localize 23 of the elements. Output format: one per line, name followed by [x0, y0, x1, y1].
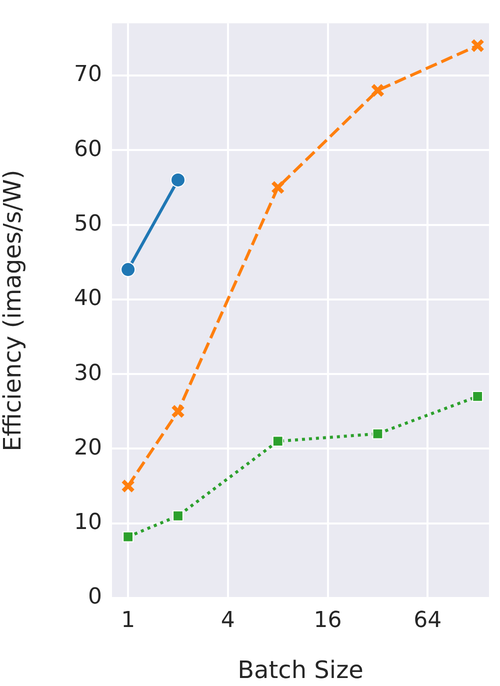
point: [372, 428, 384, 440]
point: [172, 510, 184, 522]
x-tick-label: 4: [220, 608, 235, 633]
y-tick-label: 60: [74, 136, 102, 162]
point: [171, 404, 185, 418]
y-tick-label: 70: [74, 62, 102, 88]
y-axis-title: Efficiency (images/s/W): [0, 170, 27, 452]
point: [472, 390, 484, 402]
point: [272, 436, 284, 447]
y-tick-label: 20: [74, 435, 102, 460]
point: [470, 38, 485, 53]
x-axis-title: Batch Size: [238, 656, 364, 684]
point: [370, 83, 385, 98]
point: [170, 172, 186, 188]
y-tick-label: 10: [74, 510, 102, 536]
point: [270, 180, 285, 194]
x-tick-label: 64: [414, 608, 442, 633]
y-tick-label: 0: [88, 584, 102, 610]
y-tick-label: 30: [74, 360, 102, 386]
y-tick-label: 40: [74, 286, 102, 312]
y-tick-label: 50: [74, 211, 102, 236]
x-tick-label: 1: [121, 608, 136, 633]
x-tick-label: 16: [314, 608, 342, 633]
